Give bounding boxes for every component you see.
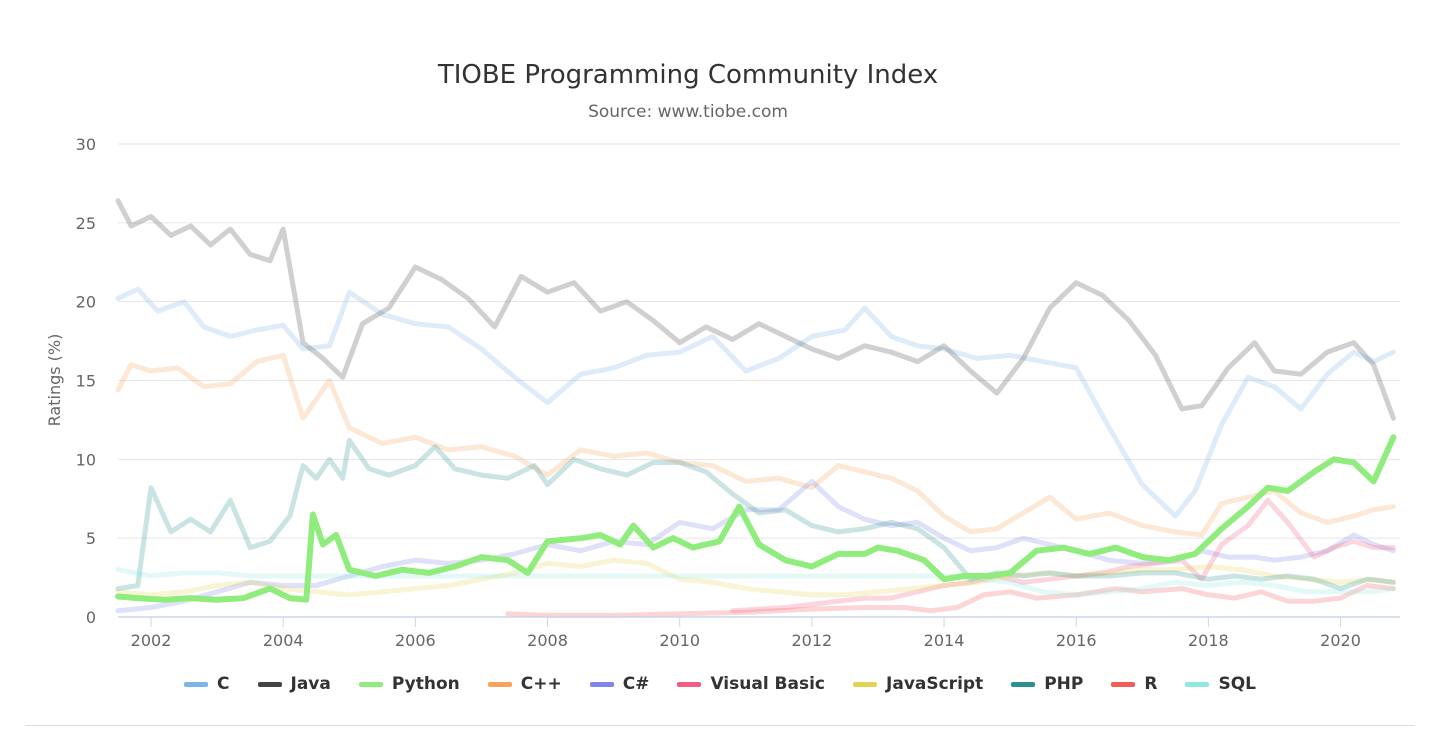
legend-swatch <box>184 681 209 687</box>
legend-swatch <box>1011 681 1036 687</box>
series-line-java[interactable] <box>115 198 1396 421</box>
legend-label: PHP <box>1044 674 1084 694</box>
series-line-visual-basic[interactable] <box>730 497 1396 614</box>
x-tick-label: 2016 <box>1056 631 1097 650</box>
series-line-javascript[interactable] <box>115 557 1396 598</box>
divider <box>25 725 1415 726</box>
legend-item-visual-basic[interactable]: Visual Basic <box>677 674 825 694</box>
legend-item-python[interactable]: Python <box>358 674 460 694</box>
legend-swatch <box>1111 681 1136 687</box>
series-line-r[interactable] <box>505 583 1396 618</box>
y-tick-label: 15 <box>76 372 96 391</box>
axes: 0 5 10 15 20 25 30 2002 2004 2006 2008 2010 2012 2014… <box>76 135 1400 650</box>
legend-label: Python <box>391 674 460 694</box>
y-tick-label: 10 <box>76 450 96 469</box>
legend-label: R <box>1144 674 1158 694</box>
chart-title: TIOBE Programming Community Index <box>437 60 939 90</box>
legend-item-c-[interactable]: C# <box>589 674 650 694</box>
legend-swatch <box>853 681 878 687</box>
legend-item-r[interactable]: R <box>1111 674 1157 694</box>
y-axis-label: Ratings (%) <box>45 334 64 427</box>
x-tick-label: 2004 <box>263 631 304 650</box>
legend-swatch <box>1185 681 1210 687</box>
y-tick-label: 20 <box>76 293 96 312</box>
legend-label: C <box>217 674 230 694</box>
chart-subtitle: Source: www.tiobe.com <box>588 102 788 122</box>
x-tick-label: 2014 <box>924 631 965 650</box>
legend-item-php[interactable]: PHP <box>1011 674 1083 694</box>
legend-label: SQL <box>1218 674 1256 694</box>
legend-label: Java <box>290 674 331 694</box>
series-line-python[interactable] <box>115 434 1397 603</box>
legend-item-sql[interactable]: SQL <box>1185 674 1256 694</box>
x-tick-label: 2006 <box>395 631 436 650</box>
legend-swatch <box>677 681 702 687</box>
legend-item-javascript[interactable]: JavaScript <box>853 674 983 694</box>
legend-label: C++ <box>520 674 562 694</box>
y-tick-label: 25 <box>76 214 96 233</box>
x-tick-label: 2010 <box>659 631 700 650</box>
legend-swatch <box>358 681 383 687</box>
y-tick-label: 5 <box>86 529 96 548</box>
series-line-php[interactable] <box>115 437 1396 592</box>
legend-label: JavaScript <box>886 674 984 694</box>
legend-swatch <box>487 681 512 687</box>
series-line-c[interactable] <box>115 286 1396 519</box>
y-tick-label: 30 <box>76 135 96 154</box>
x-tick-label: 2012 <box>792 631 833 650</box>
legend-item-c-[interactable]: C++ <box>487 674 562 694</box>
y-tick-label: 0 <box>86 608 96 627</box>
series-line-sql[interactable] <box>115 567 1396 598</box>
chart-legend: C Java Python C++ C# Visual Basic JavaScript PH… <box>0 674 1440 694</box>
x-tick-label: 2002 <box>131 631 172 650</box>
legend-swatch <box>257 681 282 687</box>
series-lines <box>115 198 1397 618</box>
x-tick-label: 2008 <box>527 631 568 650</box>
legend-label: Visual Basic <box>710 674 826 694</box>
legend-item-c[interactable]: C <box>184 674 230 694</box>
legend-item-java[interactable]: Java <box>257 674 331 694</box>
legend-label: C# <box>622 674 650 694</box>
series-line-c-[interactable] <box>115 352 1396 538</box>
x-tick-label: 2018 <box>1188 631 1229 650</box>
legend-swatch <box>589 681 614 687</box>
x-tick-label: 2020 <box>1320 631 1361 650</box>
series-line-c-[interactable] <box>115 478 1396 614</box>
